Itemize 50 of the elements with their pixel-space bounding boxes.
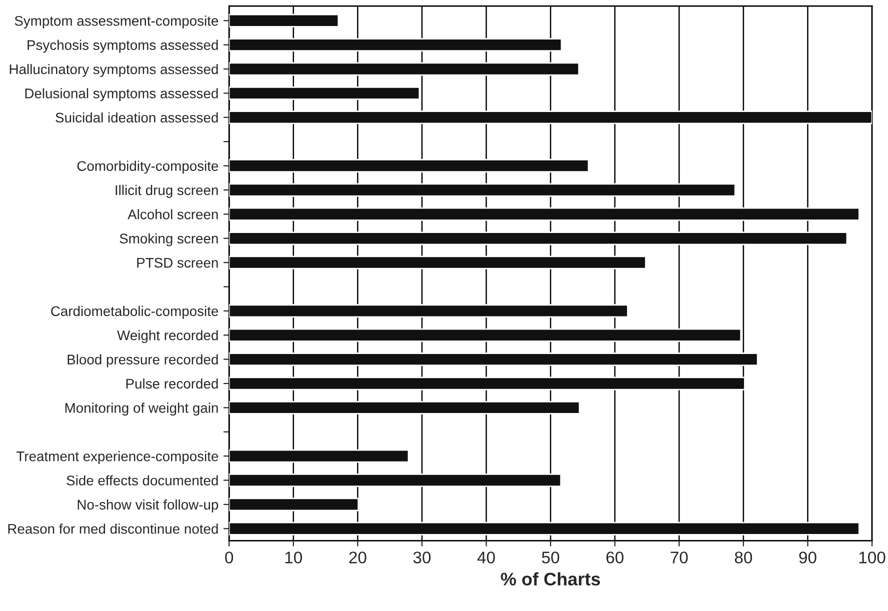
x-tick-label: 50: [542, 552, 560, 564]
y-tick-label: Delusional symptoms assessed: [25, 88, 218, 102]
x-tick-label: 60: [606, 552, 624, 564]
bar: [229, 256, 646, 270]
x-tick-label: 40: [477, 552, 495, 564]
bar: [229, 474, 562, 487]
bar: [229, 522, 860, 536]
bar: [229, 400, 580, 414]
y-tick-label: Reason for med discontinue noted: [8, 524, 218, 534]
y-tick-label: Symptom assessment-composite: [14, 16, 218, 29]
y-tick-label: Blood pressure recorded: [68, 354, 218, 368]
y-tick-label: Pulse recorded: [126, 378, 218, 389]
x-tick-label: 20: [349, 552, 366, 564]
x-tick-label: 90: [799, 552, 816, 564]
y-tick-label: Cardiometabolic-composite: [51, 306, 218, 319]
x-tick-label: 80: [734, 552, 752, 564]
bar: [229, 352, 758, 366]
x-tick-label: 100: [859, 552, 886, 564]
bar: [229, 110, 872, 124]
x-tick-label: 0: [225, 552, 234, 564]
y-tick-label: Smoking screen: [120, 233, 218, 246]
y-tick-label: PTSD screen: [137, 258, 218, 268]
bar: [229, 328, 742, 342]
x-tick-label: 70: [670, 552, 688, 564]
y-tick-label: Side effects documented: [66, 475, 218, 486]
bar: [229, 183, 736, 197]
bar: [229, 159, 590, 173]
x-tick-label: 10: [285, 552, 302, 564]
y-tick-label: No-show visit follow-up: [78, 499, 218, 512]
y-tick-label: Monitoring of weight gain: [65, 402, 218, 416]
bar: [229, 498, 360, 512]
bar: [229, 14, 340, 28]
y-tick-label: Illicit drug screen: [116, 184, 218, 198]
bar: [229, 376, 746, 390]
y-tick-label: Alcohol screen: [128, 209, 218, 220]
bar: [229, 304, 628, 318]
y-tick-label: Suicidal ideation assessed: [56, 112, 218, 123]
y-tick-label: Hallucinatory symptoms assessed: [10, 64, 218, 77]
x-axis-title: % of Charts: [500, 572, 600, 586]
bar: [229, 232, 848, 246]
y-tick-label: Comorbidity-composite: [77, 160, 218, 174]
bar: [229, 38, 562, 52]
y-tick-label: Weight recorded: [117, 330, 218, 344]
bar: [229, 207, 860, 221]
bar: [229, 449, 410, 463]
bar: [229, 62, 580, 76]
x-tick-label: 30: [413, 552, 431, 564]
bar: [229, 86, 420, 100]
y-tick-label: Treatment experience-composite: [16, 451, 218, 464]
y-tick-label: Psychosis symptoms assessed: [28, 40, 218, 53]
